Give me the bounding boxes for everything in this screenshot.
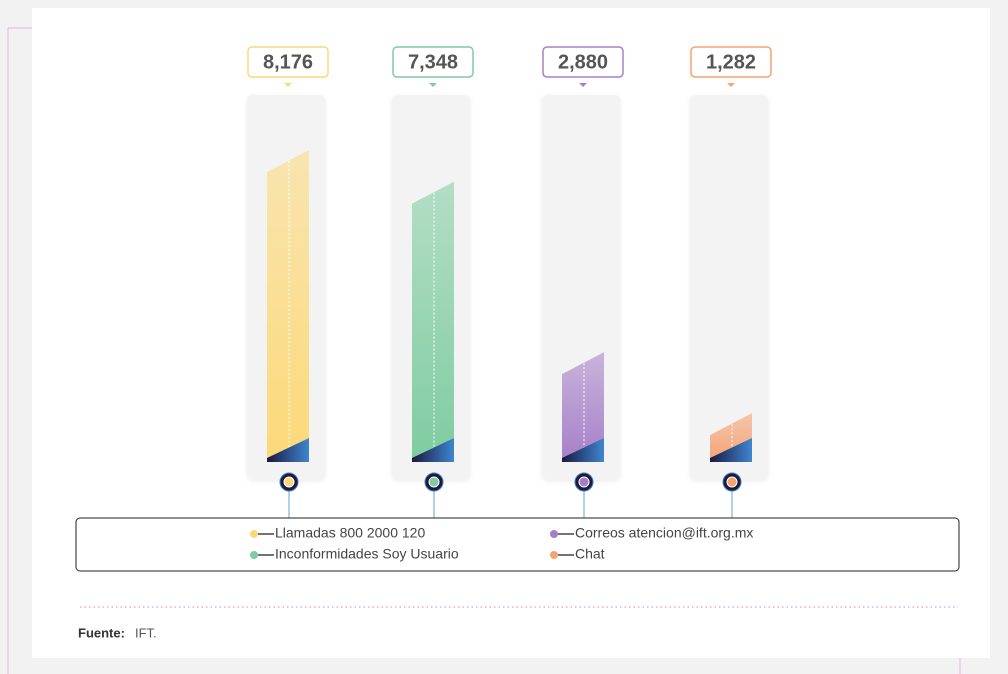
value-label: 8,176: [263, 51, 313, 73]
source-text: IFT.: [135, 625, 157, 640]
legend-label: Llamadas 800 2000 120: [275, 525, 425, 541]
chart: Fuente: IFT. 8,176 7,348 2,880 1,282 Llamada…: [0, 0, 1008, 674]
value-label: 1,282: [706, 51, 756, 73]
marker-dot: [284, 477, 294, 487]
legend-label: Inconformidades Soy Usuario: [275, 546, 459, 562]
bar: [267, 150, 309, 462]
value-label: 7,348: [408, 51, 458, 73]
marker-dot: [429, 477, 439, 487]
legend-label: Correos atencion@ift.org.mx: [575, 525, 753, 541]
legend-swatch: [250, 551, 258, 559]
legend-swatch: [250, 530, 258, 538]
legend-box: [76, 518, 959, 571]
legend-label: Chat: [575, 546, 605, 562]
marker-dot: [579, 477, 589, 487]
source-label: Fuente:: [78, 625, 125, 640]
page: {"chart_data": { "type": "bar", "categor…: [0, 0, 1008, 674]
bar-track: [690, 95, 768, 480]
marker-dot: [727, 477, 737, 487]
legend-swatch: [550, 551, 558, 559]
value-label: 2,880: [558, 51, 608, 73]
legend-swatch: [550, 530, 558, 538]
bar: [412, 182, 454, 462]
